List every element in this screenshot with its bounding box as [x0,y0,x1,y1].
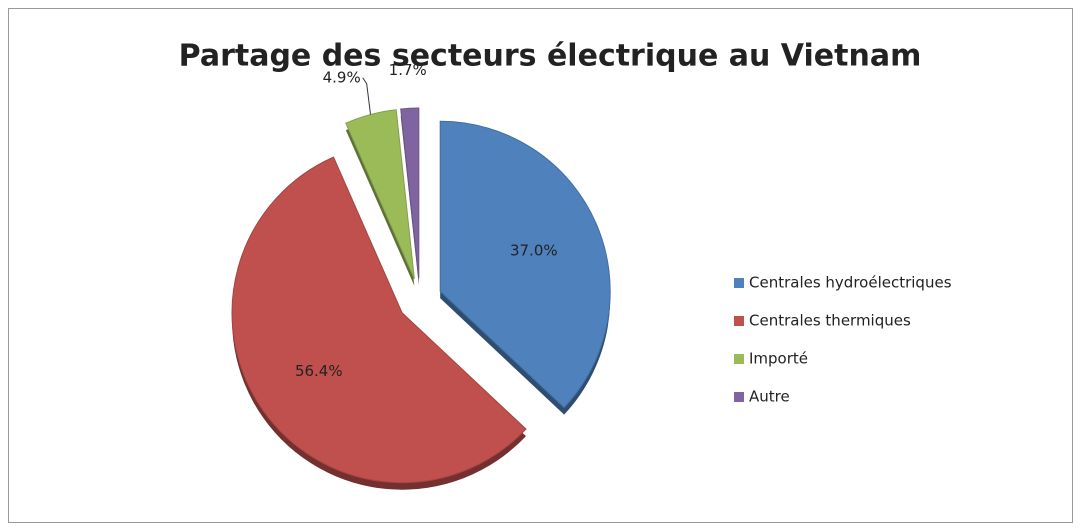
legend-label: Importé [749,350,808,368]
legend-label: Centrales hydroélectriques [749,274,952,292]
legend-swatch [734,354,744,364]
legend-swatch [734,316,744,326]
chart-title: Partage des secteurs électrique au Vietn… [179,39,922,74]
leader-line [362,77,371,115]
legend-swatch [734,278,744,288]
slice [345,109,415,279]
data-label: 1.7% [389,61,427,79]
slice [439,120,611,409]
legend-label: Autre [749,388,790,406]
slice [400,107,420,279]
legend-label: Centrales thermiques [749,312,911,330]
data-label: 4.9% [323,68,361,86]
data-label: 37.0% [510,241,558,259]
slice [231,156,527,484]
data-label: 56.4% [295,362,343,380]
legend-swatch [734,392,744,402]
